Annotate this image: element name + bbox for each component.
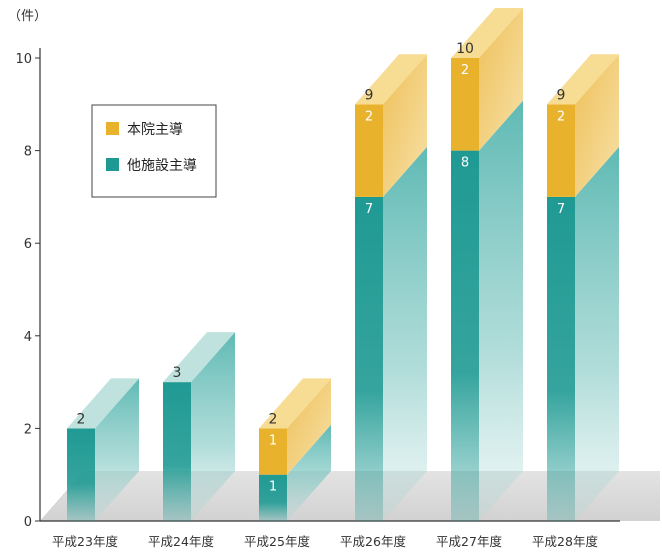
bar-group-2: 3 xyxy=(163,332,235,521)
bar-group-5: 8 2 10 xyxy=(451,8,523,521)
bar-side-tashisetsu-2 xyxy=(191,332,235,521)
segment-label-tashisetsu-6: 7 xyxy=(557,202,565,217)
y-tick-label-8: 8 xyxy=(24,145,32,160)
legend-label-tashisetsu: 他施設主導 xyxy=(127,158,197,174)
bar-top-5 xyxy=(451,8,523,58)
category-label-4: 平成26年度 xyxy=(340,534,406,549)
bar-segment-honin-3 xyxy=(259,428,287,475)
segment-label-honin-5: 2 xyxy=(461,63,469,78)
legend-swatch-honin xyxy=(106,122,119,135)
total-label-3: 2 xyxy=(269,411,278,427)
bar-group-1: 2 xyxy=(67,378,139,521)
bar-side-honin-3 xyxy=(287,378,331,475)
category-label-3: 平成25年度 xyxy=(244,534,310,549)
bar-side-honin-5 xyxy=(479,8,523,151)
y-tick-label-0: 0 xyxy=(24,515,32,530)
segment-label-honin-4: 2 xyxy=(365,109,373,124)
total-label-4: 9 xyxy=(365,87,374,103)
bar-group-6: 7 2 9 xyxy=(547,54,619,521)
bar-side-tashisetsu-5 xyxy=(479,100,523,521)
y-tick-label-10: 10 xyxy=(15,52,32,67)
category-label-1: 平成23年度 xyxy=(52,534,118,549)
total-label-2: 3 xyxy=(173,365,182,381)
y-axis-unit-label: （件） xyxy=(8,9,47,24)
bar-top-6 xyxy=(547,54,619,105)
bar-top-4 xyxy=(355,54,427,105)
total-label-5: 10 xyxy=(456,41,474,57)
bar-side-tashisetsu-1 xyxy=(95,378,139,521)
segment-label-tashisetsu-3: 1 xyxy=(269,480,277,495)
bar-segment-tashisetsu-6 xyxy=(547,196,575,521)
bar-top-1 xyxy=(67,378,139,429)
legend-swatch-tashisetsu xyxy=(106,158,119,171)
bar-side-honin-6 xyxy=(575,54,619,197)
bar-segment-honin-6 xyxy=(547,104,575,197)
y-tick-label-6: 6 xyxy=(24,237,32,252)
bar-top-2 xyxy=(163,332,235,383)
bar-side-tashisetsu-3 xyxy=(287,424,331,521)
category-label-5: 平成27年度 xyxy=(436,534,502,549)
legend: 本院主導 他施設主導 xyxy=(91,104,217,198)
bar-segment-honin-5 xyxy=(451,58,479,151)
bar-segment-tashisetsu-4 xyxy=(355,196,383,521)
segment-label-tashisetsu-5: 8 xyxy=(461,156,469,171)
bar-side-tashisetsu-6 xyxy=(575,146,619,521)
bar-group-4: 7 2 9 xyxy=(355,54,427,521)
bar-segment-tashisetsu-2 xyxy=(163,382,191,521)
category-label-2: 平成24年度 xyxy=(148,534,214,549)
bar-side-tashisetsu-4 xyxy=(383,146,427,521)
bar-segment-honin-4 xyxy=(355,104,383,197)
bar-top-3 xyxy=(259,378,331,429)
bar-segment-tashisetsu-5 xyxy=(451,150,479,521)
total-label-1: 2 xyxy=(77,411,86,427)
bar-group-3: 1 1 2 xyxy=(259,378,331,521)
total-label-6: 9 xyxy=(557,87,566,103)
bar-segment-tashisetsu-1 xyxy=(67,428,95,521)
segment-label-honin-6: 2 xyxy=(557,109,565,124)
y-tick-label-4: 4 xyxy=(24,330,32,345)
category-labels: 平成23年度 平成24年度 平成25年度 平成26年度 平成27年度 平成28年度 xyxy=(52,534,598,549)
legend-box xyxy=(91,104,217,198)
y-axis: （件） 0 2 4 6 8 10 xyxy=(8,9,620,530)
segment-label-tashisetsu-4: 7 xyxy=(365,202,373,217)
bar-segment-tashisetsu-3 xyxy=(259,474,287,521)
segment-label-honin-3: 1 xyxy=(269,433,277,448)
legend-label-honin: 本院主導 xyxy=(127,122,183,138)
bar-side-honin-4 xyxy=(383,54,427,197)
y-tick-label-2: 2 xyxy=(24,422,32,437)
category-label-6: 平成28年度 xyxy=(532,534,598,549)
